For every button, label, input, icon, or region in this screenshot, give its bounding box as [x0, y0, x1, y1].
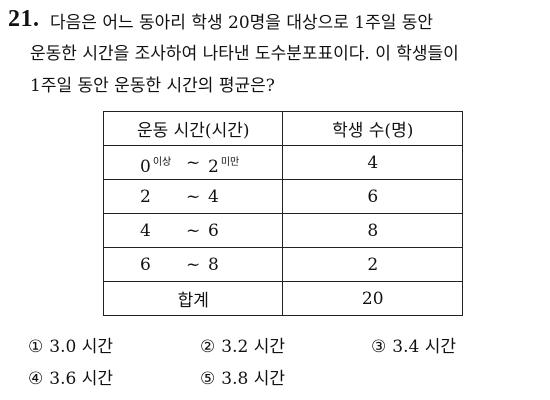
range-separator: ~ — [186, 255, 201, 275]
option-mark: ③ — [371, 337, 387, 357]
total-value: 20 — [282, 281, 463, 316]
range-to: 2 미만 — [208, 157, 240, 177]
range-from: 4 — [140, 221, 151, 241]
option-mark: ② — [200, 337, 216, 357]
answer-option-3[interactable]: ③ 3.4 시간 — [371, 332, 456, 357]
question-number: 21. — [8, 6, 40, 32]
option-text: 3.2 시간 — [221, 337, 285, 357]
range-cell: 4 ~ 6 — [102, 213, 284, 248]
question-line-3: 1주일 동안 운동한 시간의 평균은? — [30, 76, 275, 96]
range-from: 2 — [140, 187, 151, 207]
range-to: 8 — [208, 255, 219, 275]
header-student-count: 학생 수(명) — [282, 111, 463, 146]
range-from: 0 이상 — [140, 157, 172, 177]
frequency-table: 운동 시간(시간) 학생 수(명) 0 이상 ~ 2 미만 4 2 ~ 4 — [102, 111, 463, 316]
option-mark: ⑤ — [200, 369, 216, 389]
option-mark: ④ — [28, 369, 44, 389]
option-text: 3.6 시간 — [49, 369, 113, 389]
range-from-note: 이상 — [152, 157, 172, 168]
count-cell: 6 — [282, 179, 463, 214]
range-separator: ~ — [186, 187, 201, 207]
question-line-1: 다음은 어느 동아리 학생 20명을 대상으로 1주일 동안 — [50, 13, 434, 33]
answer-option-1[interactable]: ① 3.0 시간 — [28, 332, 113, 357]
table-row: 4 ~ 6 8 — [102, 213, 463, 248]
answer-option-5[interactable]: ⑤ 3.8 시간 — [200, 364, 285, 389]
table-total-row: 합계 20 — [102, 281, 463, 316]
range-from: 6 — [140, 255, 151, 275]
table-row: 0 이상 ~ 2 미만 4 — [102, 145, 463, 180]
option-text: 3.4 시간 — [392, 337, 456, 357]
option-text: 3.0 시간 — [49, 337, 113, 357]
count-cell: 4 — [282, 145, 463, 180]
range-to-note: 미만 — [220, 157, 240, 168]
answer-option-4[interactable]: ④ 3.6 시간 — [28, 364, 113, 389]
count-cell: 2 — [282, 247, 463, 282]
range-cell: 6 ~ 8 — [102, 247, 284, 282]
range-to: 4 — [208, 187, 219, 207]
header-exercise-time: 운동 시간(시간) — [102, 111, 284, 146]
table-header-row: 운동 시간(시간) 학생 수(명) — [102, 111, 463, 146]
range-to: 6 — [208, 221, 219, 241]
total-label: 합계 — [102, 281, 284, 316]
table-row: 6 ~ 8 2 — [102, 247, 463, 282]
range-separator: ~ — [186, 221, 201, 241]
range-separator: ~ — [186, 153, 201, 173]
option-text: 3.8 시간 — [221, 369, 285, 389]
range-cell: 0 이상 ~ 2 미만 — [102, 145, 284, 180]
range-cell: 2 ~ 4 — [102, 179, 284, 214]
question-line-2: 운동한 시간을 조사하여 나타낸 도수분포표이다. 이 학생들이 — [30, 44, 459, 64]
table-row: 2 ~ 4 6 — [102, 179, 463, 214]
option-mark: ① — [28, 337, 44, 357]
count-cell: 8 — [282, 213, 463, 248]
answer-option-2[interactable]: ② 3.2 시간 — [200, 332, 285, 357]
